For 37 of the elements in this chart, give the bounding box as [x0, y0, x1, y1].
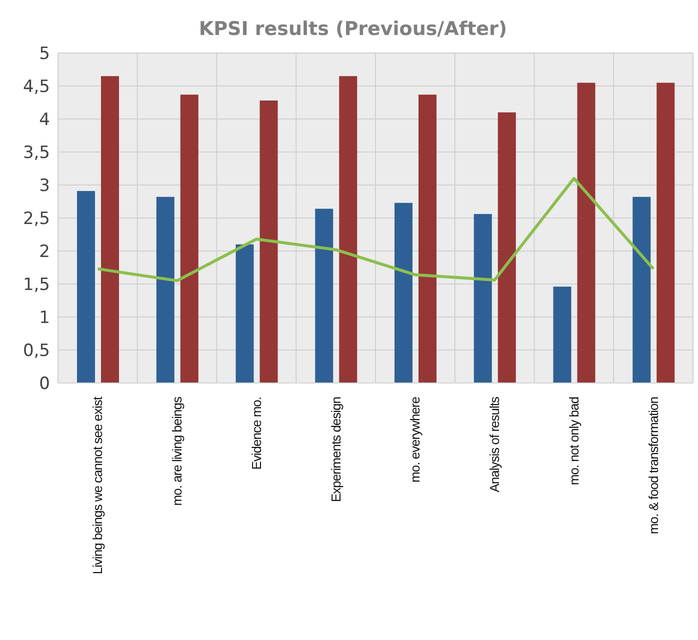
- y-tick-label: 2: [39, 242, 50, 262]
- x-tick-label: Experiments design: [328, 396, 344, 502]
- bar: [260, 100, 278, 383]
- x-tick-label: Living beings we cannot see exist: [90, 396, 106, 574]
- bar: [632, 196, 651, 383]
- line-series: [96, 176, 655, 282]
- y-tick-label: 2,5: [22, 209, 50, 230]
- bar: [656, 82, 675, 383]
- y-tick-label: 5: [39, 44, 50, 64]
- bar: [180, 94, 198, 383]
- chart-title: KPSI results (Previous/After): [198, 18, 508, 40]
- y-tick-label: 1: [39, 308, 50, 328]
- bar: [339, 76, 358, 383]
- bar: [577, 82, 596, 383]
- x-tick-label: mo. everywhere: [408, 396, 423, 482]
- bar: [315, 208, 334, 383]
- bar: [498, 112, 516, 383]
- y-tick-label: 4: [39, 110, 50, 130]
- y-tick-label: 4,5: [22, 77, 50, 98]
- bar: [394, 202, 412, 383]
- x-tick-label: mo. are living beings: [170, 396, 185, 506]
- y-tick-label: 0,5: [22, 341, 50, 362]
- bar: [77, 190, 95, 383]
- bar: [101, 76, 119, 383]
- bar: [156, 196, 174, 383]
- bar: [553, 286, 572, 383]
- bar: [236, 244, 254, 383]
- x-tick-label: mo. not only bad: [566, 396, 582, 486]
- x-tick-label: mo. & food transformation: [646, 396, 661, 534]
- x-tick-label: Evidence mo.: [248, 397, 264, 470]
- y-tick-label: 3,5: [22, 143, 50, 164]
- bar: [418, 94, 436, 383]
- bar: [474, 214, 492, 383]
- y-tick-label: 0: [39, 374, 50, 394]
- y-tick-label: 1,5: [22, 275, 50, 296]
- y-tick-label: 3: [39, 176, 50, 196]
- x-tick-label: Analysis of results: [487, 396, 502, 492]
